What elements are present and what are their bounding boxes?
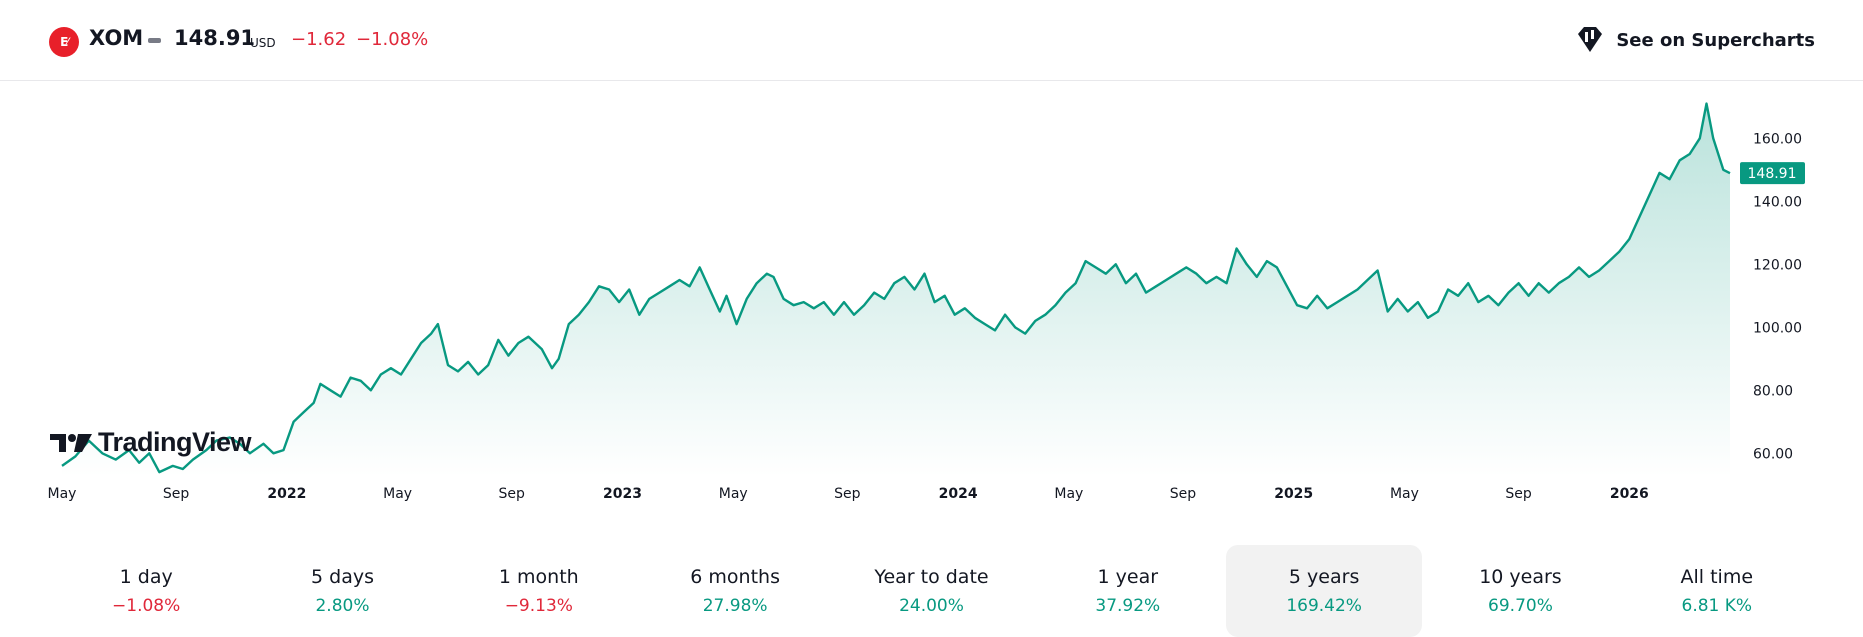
exchange-logo-icon: E ⁄ xyxy=(49,27,79,57)
price-change: −1.62 xyxy=(291,29,347,50)
x-axis-tick-label: Sep xyxy=(1505,486,1532,502)
period-change-value: −1.08% xyxy=(112,596,181,616)
x-axis-tick-label: May xyxy=(1054,486,1083,502)
x-axis-tick-label: 2022 xyxy=(267,486,306,502)
x-axis-tick-label: May xyxy=(1390,486,1419,502)
currency-label: USD xyxy=(250,36,276,50)
tradingview-watermark: TradingView xyxy=(48,427,252,458)
period-change-value: 24.00% xyxy=(899,596,964,616)
x-axis-tick-label: 2025 xyxy=(1274,486,1313,502)
price-line-series xyxy=(61,102,1731,474)
period-label: All time xyxy=(1680,566,1754,588)
period-change-value: 169.42% xyxy=(1286,596,1362,616)
period-label: 1 year xyxy=(1097,566,1159,588)
separator-dot xyxy=(148,38,161,43)
tradingview-watermark-text: TradingView xyxy=(98,427,252,457)
period-change-value: 69.70% xyxy=(1488,596,1553,616)
period-label: 5 days xyxy=(311,566,374,588)
x-axis-tick-label: 2023 xyxy=(603,486,642,502)
period-label: 10 years xyxy=(1479,566,1562,588)
y-axis-tick-label: 100.00 xyxy=(1753,320,1802,336)
period-all-time[interactable]: All time 6.81 K% xyxy=(1619,545,1815,637)
x-axis-tick-label: Sep xyxy=(834,486,861,502)
period-6-months[interactable]: 6 months 27.98% xyxy=(637,545,833,637)
price-change-percent: −1.08% xyxy=(356,29,429,50)
period-1-year[interactable]: 1 year 37.92% xyxy=(1030,545,1226,637)
period-1-day[interactable]: 1 day −1.08% xyxy=(48,545,244,637)
exchange-logo-text: E xyxy=(60,35,68,49)
x-axis-tick-label: 2026 xyxy=(1610,486,1649,502)
period-label: Year to date xyxy=(874,566,989,588)
period-5-days[interactable]: 5 days 2.80% xyxy=(244,545,440,637)
last-price-badge xyxy=(1740,162,1805,185)
x-axis-tick-label: Sep xyxy=(499,486,526,502)
y-axis-tick-label: 60.00 xyxy=(1753,446,1793,462)
x-axis-tick-label: May xyxy=(383,486,412,502)
period-label: 1 day xyxy=(119,566,173,588)
y-axis-tick-label: 80.00 xyxy=(1753,383,1793,399)
last-price: 148.91 xyxy=(174,26,256,50)
period-10-years[interactable]: 10 years 69.70% xyxy=(1422,545,1618,637)
y-axis-tick-label: 160.00 xyxy=(1753,131,1802,147)
price-chart[interactable]: 60.00 80.00 100.00 120.00 140.00 160.00 May Se… xyxy=(0,81,1863,511)
tradingview-logo-icon xyxy=(50,433,92,452)
x-axis-tick-label: May xyxy=(719,486,748,502)
x-axis-tick-label: May xyxy=(48,486,77,502)
price-chart-svg[interactable]: 60.00 80.00 100.00 120.00 140.00 160.00 May Se… xyxy=(0,81,1863,511)
price-area-fill xyxy=(62,103,1730,477)
period-label: 6 months xyxy=(690,566,780,588)
last-price-badge-label: 148.91 xyxy=(1748,166,1797,182)
period-label: 5 years xyxy=(1288,566,1360,588)
period-label: 1 month xyxy=(498,566,579,588)
symbol-header: E ⁄ XOM 148.91 USD −1.62 −1.08% See on Su… xyxy=(0,0,1863,81)
period-change-value: 37.92% xyxy=(1095,596,1161,616)
symbol-ticker[interactable]: XOM xyxy=(89,26,144,50)
x-axis-tick-label: 2024 xyxy=(939,486,978,502)
period-1-month[interactable]: 1 month −9.13% xyxy=(441,545,637,637)
y-axis-tick-label: 140.00 xyxy=(1753,194,1802,210)
x-axis-tick-label: Sep xyxy=(1170,486,1197,502)
see-on-supercharts-link[interactable]: See on Supercharts xyxy=(1574,24,1815,56)
performance-periods: 1 day −1.08% 5 days 2.80% 1 month −9.13% 6 mon… xyxy=(48,545,1815,637)
period-change-value: 6.81 K% xyxy=(1681,596,1753,616)
period-change-value: −9.13% xyxy=(504,596,573,616)
period-change-value: 27.98% xyxy=(702,596,768,616)
supercharts-icon xyxy=(1578,27,1603,52)
period-change-value: 2.80% xyxy=(315,596,370,616)
period-5-years[interactable]: 5 years 169.42% xyxy=(1225,545,1423,637)
y-axis-tick-label: 120.00 xyxy=(1753,257,1802,273)
period-year-to-date[interactable]: Year to date 24.00% xyxy=(833,545,1029,637)
x-axis-tick-label: Sep xyxy=(163,486,190,502)
supercharts-label: See on Supercharts xyxy=(1616,29,1815,51)
